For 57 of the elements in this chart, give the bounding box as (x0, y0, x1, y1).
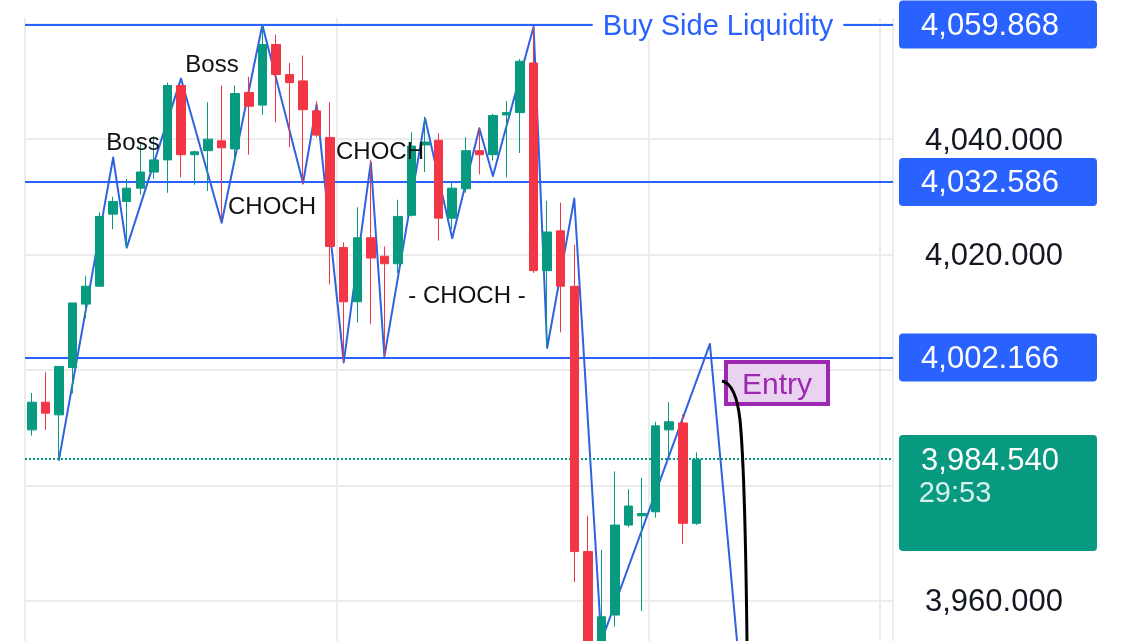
candlestick (81, 275, 91, 320)
candlestick (339, 241, 348, 363)
candlestick (461, 136, 471, 194)
candlestick (637, 477, 647, 612)
annotation: Entry (741, 366, 813, 400)
candlestick (556, 202, 565, 333)
y-tick-label: 4,020.000 (925, 237, 1063, 273)
candlestick (624, 488, 633, 528)
candlestick (678, 413, 688, 545)
candlestick (271, 34, 281, 123)
candlestick (529, 26, 538, 274)
candlestick (325, 101, 335, 286)
ref-line-label: 4,002.166 (921, 339, 1059, 375)
candlestick (488, 113, 498, 161)
candlestick (230, 84, 240, 166)
annotation: Boss (185, 49, 239, 77)
candlestick (570, 244, 579, 583)
candlestick (176, 84, 186, 178)
candlestick (434, 132, 443, 242)
candlestick (41, 371, 50, 431)
candlestick (475, 127, 484, 175)
candlestick (610, 470, 620, 628)
candlestick (298, 55, 308, 186)
candlestick (27, 392, 37, 437)
annotation: - CHOCH - (408, 280, 526, 308)
candlestick (203, 101, 213, 192)
annotation: CHOCH (228, 191, 316, 219)
candlestick (258, 24, 267, 116)
y-tick-label: 4,040.000 (925, 121, 1063, 157)
candlestick (515, 58, 525, 154)
candlestick (312, 100, 321, 138)
candlestick (190, 150, 199, 186)
candlestick (542, 200, 552, 347)
candlestick (68, 302, 77, 395)
text: 29:53 (918, 476, 992, 508)
candlestick (597, 549, 606, 641)
y-tick-label: 3,960.000 (925, 583, 1063, 619)
candlestick (285, 62, 294, 148)
candlestick (393, 199, 403, 274)
candlestick (447, 180, 457, 230)
candlestick (380, 245, 389, 358)
candlestick (583, 515, 593, 641)
candlestick (163, 82, 172, 194)
candlestick (353, 206, 362, 324)
candlestick (420, 116, 430, 173)
candlestick (95, 211, 104, 287)
ref-line-label: 4,059.868 (921, 7, 1059, 43)
candlestick (502, 100, 511, 178)
annotation: Buy Side Liquidity (602, 8, 834, 41)
ref-line-label: 3,984.540 (921, 441, 1059, 477)
candlestick (244, 76, 254, 156)
candlestick (122, 178, 131, 249)
candlestick (108, 196, 118, 230)
ref-line-label: 4,032.586 (921, 164, 1059, 200)
candlestick (366, 159, 376, 325)
candlestick (664, 401, 674, 457)
candlestick (217, 84, 226, 221)
